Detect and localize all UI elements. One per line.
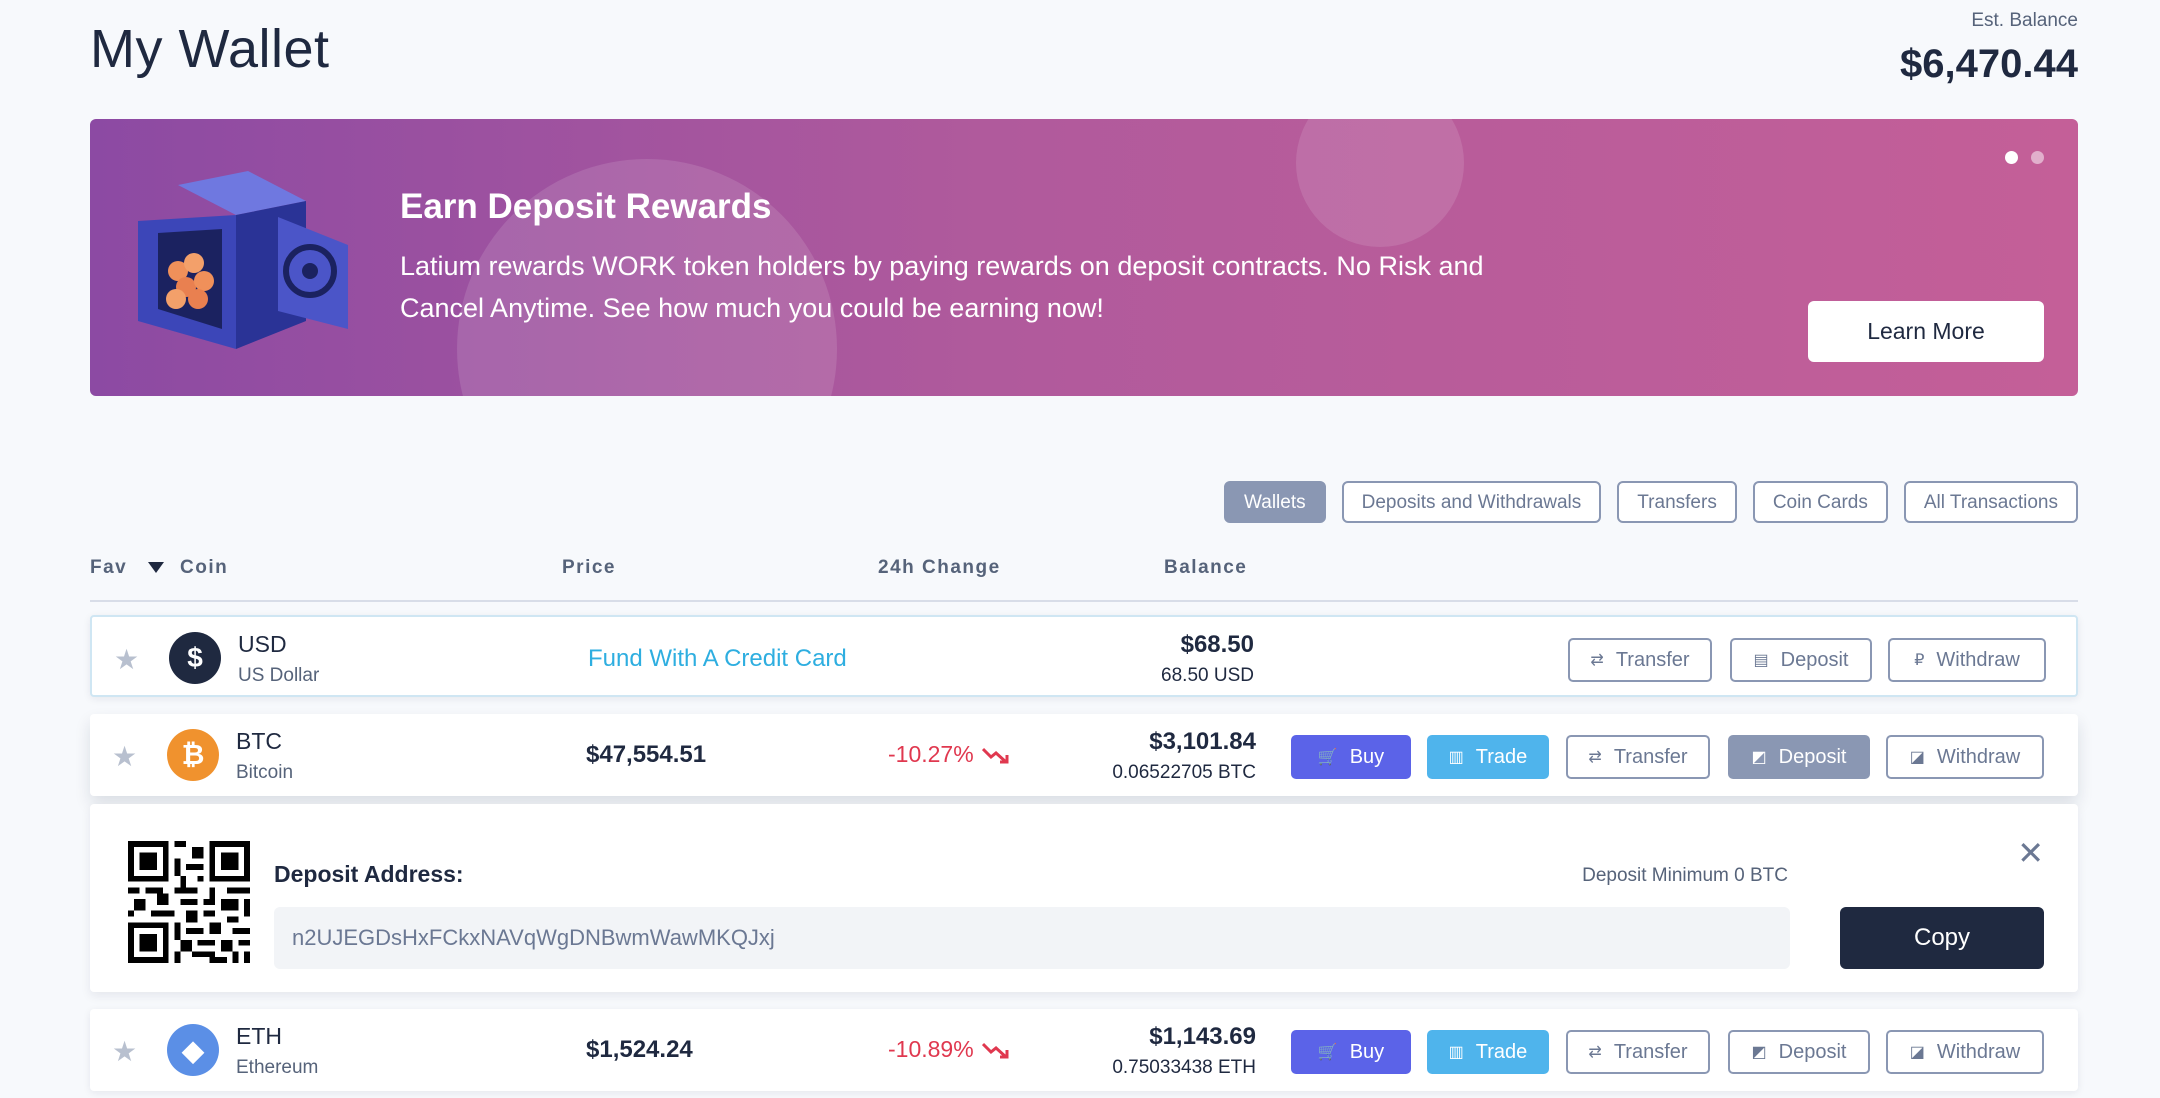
tab-wallets[interactable]: Wallets (1224, 481, 1326, 523)
chart-icon: ▥ (1448, 749, 1464, 766)
price-change: -10.27% (888, 741, 1010, 768)
tab-transfers[interactable]: Transfers (1617, 481, 1737, 523)
wallet-tabs: Wallets Deposits and Withdrawals Transfe… (1224, 481, 2078, 523)
ethereum-icon: ◆ (167, 1024, 219, 1076)
buy-button[interactable]: 🛒 Buy (1291, 1030, 1411, 1074)
table-row: ★ $ USD US Dollar Fund With A Credit Car… (90, 615, 2078, 697)
carousel-dot-2[interactable] (2031, 151, 2044, 164)
column-24h-change[interactable]: 24h Change (878, 557, 1001, 578)
safe-icon (138, 171, 348, 349)
table-row: ★ ◆ ETH Ethereum $1,524.24 -10.89% $1,14… (90, 1009, 2078, 1091)
banner-title: Earn Deposit Rewards (400, 187, 772, 226)
trade-button[interactable]: ▥ Trade (1427, 735, 1549, 779)
cart-icon: 🛒 (1317, 1044, 1338, 1061)
qr-code (128, 841, 250, 963)
carousel-dots (2005, 151, 2044, 164)
chart-icon: ▥ (1448, 1044, 1464, 1061)
coin-price: $47,554.51 (586, 741, 707, 768)
sort-caret-icon[interactable] (148, 562, 164, 573)
transfer-icon: ⇄ (1588, 1044, 1602, 1061)
tab-all-transactions[interactable]: All Transactions (1903, 481, 2078, 523)
copy-button[interactable]: Copy (1840, 907, 2044, 969)
withdraw-button[interactable]: ◪ Withdraw (1886, 735, 2044, 779)
learn-more-button[interactable]: Learn More (1808, 301, 2044, 362)
balance-label: Est. Balance (1971, 10, 2078, 31)
deposit-address-label: Deposit Address: (274, 861, 464, 887)
deposit-button[interactable]: ▤ Deposit (1730, 638, 1872, 682)
balance-value: $6,470.44 (1900, 42, 2078, 86)
favorite-star-icon[interactable]: ★ (112, 741, 138, 772)
balance-crypto: 0.75033438 ETH (1112, 1057, 1256, 1078)
balance-usd: $3,101.84 (1149, 728, 1256, 755)
cart-icon: 🛒 (1317, 749, 1338, 766)
price-change: -10.89% (888, 1036, 1010, 1063)
withdraw-button[interactable]: ₽ Withdraw (1888, 638, 2046, 682)
favorite-star-icon[interactable]: ★ (114, 644, 140, 675)
coin-symbol: ETH (236, 1023, 282, 1049)
balance-usd: $1,143.69 (1149, 1023, 1256, 1050)
table-row: ★ ₿ BTC Bitcoin $47,554.51 -10.27% $3,10… (90, 714, 2078, 796)
deposit-minimum: Deposit Minimum 0 BTC (1582, 865, 1788, 886)
column-price[interactable]: Price (562, 557, 616, 578)
coin-symbol: BTC (236, 728, 282, 754)
deposit-address-field[interactable] (274, 907, 1790, 969)
coin-name: Bitcoin (236, 762, 294, 783)
table-header: Fav Coin Price 24h Change Balance (90, 555, 2078, 602)
deposit-icon: ▤ (1753, 652, 1769, 669)
balance-usd: $68.50 (1180, 631, 1254, 658)
deposit-icon: ◩ (1751, 1044, 1767, 1061)
withdraw-button[interactable]: ◪ Withdraw (1886, 1030, 2044, 1074)
favorite-star-icon[interactable]: ★ (112, 1036, 138, 1067)
buy-button[interactable]: 🛒 Buy (1291, 735, 1411, 779)
deposit-panel: Deposit Address: Deposit Minimum 0 BTC C… (90, 804, 2078, 992)
trend-down-icon (981, 747, 1009, 764)
banner-text: Latium rewards WORK token holders by pay… (400, 251, 1484, 323)
tab-deposits-withdrawals[interactable]: Deposits and Withdrawals (1341, 481, 1602, 523)
column-balance[interactable]: Balance (1164, 557, 1248, 578)
transfer-icon: ⇄ (1588, 749, 1602, 766)
coin-name: Ethereum (236, 1057, 319, 1078)
transfer-button[interactable]: ⇄ Transfer (1566, 735, 1710, 779)
withdraw-icon: ◪ (1909, 1044, 1925, 1061)
transfer-button[interactable]: ⇄ Transfer (1568, 638, 1712, 682)
deposit-button[interactable]: ◩ Deposit (1728, 735, 1870, 779)
dollar-icon: $ (169, 632, 221, 684)
carousel-dot-1[interactable] (2005, 151, 2018, 164)
banner-bubble (1296, 119, 1464, 247)
column-fav[interactable]: Fav (90, 557, 128, 578)
balance-crypto: 0.06522705 BTC (1112, 762, 1256, 783)
trade-button[interactable]: ▥ Trade (1427, 1030, 1549, 1074)
trend-down-icon (981, 1042, 1009, 1059)
bitcoin-icon: ₿ (167, 729, 219, 781)
promo-banner: Earn Deposit Rewards Latium rewards WORK… (90, 119, 2078, 396)
deposit-button[interactable]: ◩ Deposit (1728, 1030, 1870, 1074)
close-icon[interactable]: ✕ (2017, 835, 2044, 871)
coin-name: US Dollar (238, 665, 320, 686)
transfer-icon: ⇄ (1590, 652, 1604, 669)
column-coin[interactable]: Coin (180, 557, 229, 578)
fund-credit-card-link[interactable]: Fund With A Credit Card (588, 645, 847, 672)
page-title: My Wallet (90, 19, 330, 79)
tab-coin-cards[interactable]: Coin Cards (1752, 481, 1888, 523)
transfer-button[interactable]: ⇄ Transfer (1566, 1030, 1710, 1074)
coin-price: $1,524.24 (586, 1036, 693, 1063)
withdraw-icon: ◪ (1909, 749, 1925, 766)
deposit-icon: ◩ (1751, 749, 1767, 766)
withdraw-icon: ₽ (1914, 652, 1925, 669)
estimated-balance: Est. Balance $6,470.44 (1900, 10, 2078, 87)
coin-symbol: USD (238, 631, 287, 657)
balance-crypto: 68.50 USD (1161, 665, 1254, 686)
